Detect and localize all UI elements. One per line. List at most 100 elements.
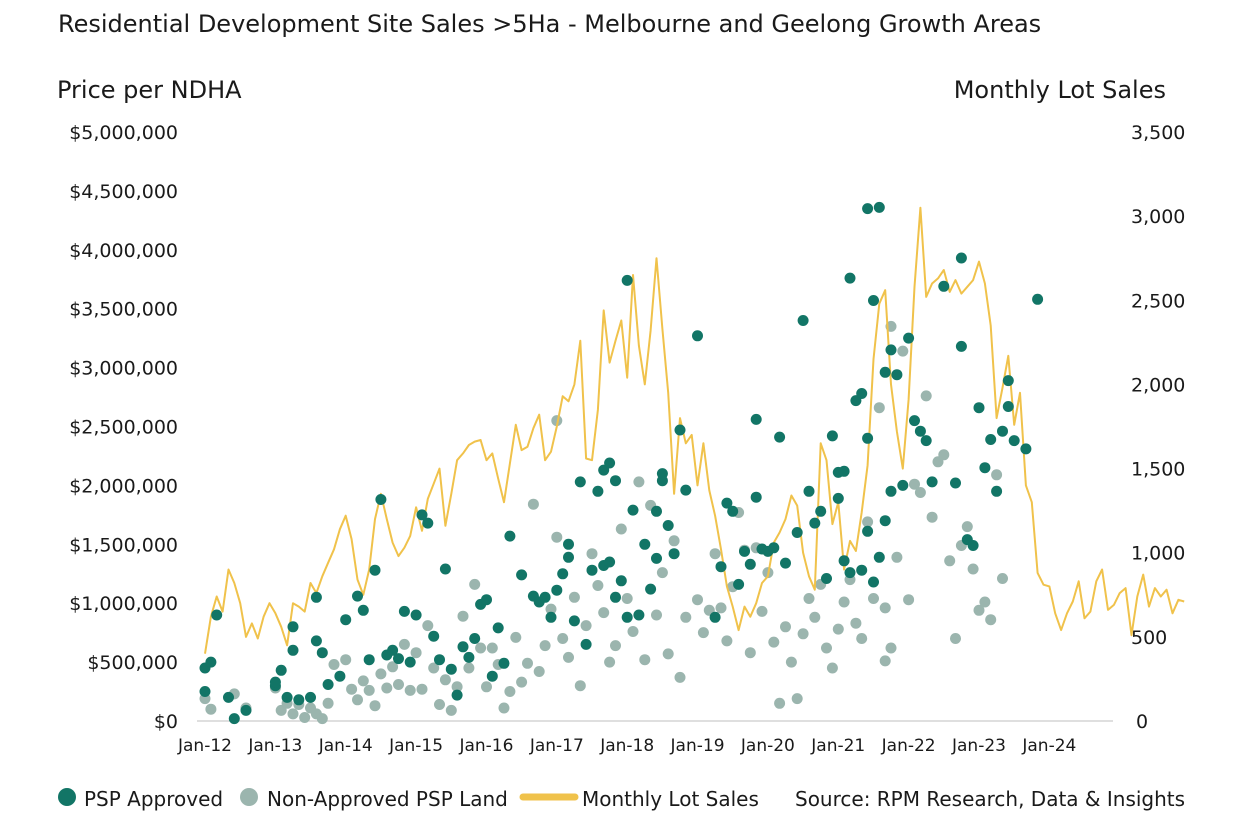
non-approved-psp-point [944, 555, 956, 567]
y-left-tick-label: $2,500,000 [69, 417, 178, 439]
psp-approved-point [645, 583, 657, 595]
psp-approved-point [862, 432, 874, 444]
non-approved-psp-point [475, 642, 487, 654]
psp-approved-point [662, 520, 674, 531]
y-left-tick-label: $0 [154, 711, 178, 733]
x-tick-label: Jan-22 [881, 736, 936, 756]
psp-approved-point [422, 517, 434, 529]
psp-approved-point [873, 551, 885, 563]
psp-approved-point [733, 578, 745, 590]
psp-approved-point [563, 538, 574, 550]
psp-approved-point [791, 527, 803, 538]
y-left-tick-label: $5,000,000 [69, 122, 178, 144]
y-left-axis-label: Price per NDHA [57, 76, 242, 104]
non-approved-psp-point [973, 604, 985, 616]
x-tick-label: Jan-19 [670, 736, 725, 756]
non-approved-psp-point [445, 704, 457, 716]
y-left-tick-label: $4,500,000 [69, 181, 178, 203]
psp-approved-point [838, 555, 850, 567]
psp-approved-point [457, 641, 469, 653]
psp-approved-point [416, 509, 428, 521]
non-approved-psp-point [668, 535, 680, 547]
psp-approved-point [287, 644, 299, 656]
legend-psp-marker [58, 788, 76, 806]
non-approved-psp-point [744, 647, 756, 659]
y-right-tick-label: 1,500 [1131, 459, 1185, 481]
non-approved-psp-point [586, 548, 598, 560]
non-approved-psp-point [610, 640, 621, 652]
non-approved-psp-point [598, 607, 610, 619]
psp-approved-point [604, 556, 616, 568]
psp-approved-point [844, 567, 856, 579]
non-approved-psp-point [504, 686, 516, 697]
psp-approved-point [856, 564, 868, 576]
non-approved-psp-point [404, 684, 416, 696]
x-tick-label: Jan-16 [458, 736, 513, 756]
psp-approved-point [205, 656, 217, 668]
psp-approved-point [856, 388, 868, 399]
y-right-tick-label: 0 [1136, 711, 1148, 733]
non-approved-psp-point [398, 638, 410, 650]
legend-psp-label: PSP Approved [84, 787, 223, 811]
non-approved-psp-point [914, 487, 926, 498]
psp-approved-point [985, 434, 997, 445]
x-tick-label: Jan-12 [177, 736, 232, 756]
psp-approved-point [914, 425, 926, 437]
psp-approved-point [592, 485, 604, 497]
psp-approved-point [627, 504, 639, 516]
non-approved-psp-point [322, 697, 334, 709]
non-approved-psp-point [780, 621, 791, 633]
non-approved-psp-point [522, 657, 533, 669]
non-approved-psp-point [680, 611, 692, 623]
psp-approved-point [310, 635, 322, 647]
psp-approved-point [428, 630, 440, 642]
psp-approved-point [568, 615, 580, 627]
non-approved-psp-point [539, 640, 551, 652]
psp-approved-point [621, 611, 633, 623]
psp-approved-point [997, 425, 1008, 437]
psp-approved-point [199, 686, 211, 697]
x-tick-label: Jan-14 [318, 736, 373, 756]
psp-approved-point [750, 413, 762, 425]
non-approved-psp-point [328, 659, 340, 670]
non-approved-psp-point [568, 591, 580, 603]
non-approved-psp-point [868, 593, 879, 604]
psp-approved-point [498, 657, 510, 669]
non-approved-psp-point [826, 662, 838, 674]
non-approved-psp-point [580, 620, 592, 632]
non-approved-psp-point [756, 605, 768, 617]
non-approved-psp-point [938, 449, 950, 461]
non-approved-psp-point [697, 627, 709, 639]
psp-approved-point [879, 515, 891, 527]
psp-approved-point [1020, 443, 1032, 455]
y-right-tick-label: 3,000 [1131, 206, 1185, 228]
psp-approved-point [903, 332, 915, 344]
chart-title: Residential Development Site Sales >5Ha … [58, 10, 1041, 38]
y-right-tick-label: 3,500 [1131, 122, 1185, 144]
y-left-tick-label: $3,500,000 [69, 299, 178, 321]
y-left-tick-label: $500,000 [87, 652, 178, 674]
psp-approved-point [1008, 435, 1020, 447]
psp-approved-point [979, 462, 991, 474]
non-approved-psp-point [287, 708, 299, 720]
x-tick-label: Jan-20 [740, 736, 795, 756]
psp-approved-point [955, 340, 967, 352]
psp-approved-point [967, 540, 979, 551]
psp-approved-point [310, 591, 322, 603]
psp-approved-point [610, 475, 621, 487]
non-approved-psp-point [551, 415, 563, 427]
non-approved-psp-point [205, 703, 217, 715]
psp-approved-point [305, 691, 316, 703]
psp-approved-point [574, 476, 586, 488]
psp-approved-point [387, 644, 399, 656]
psp-approved-point [275, 664, 287, 676]
non-approved-psp-point [651, 609, 662, 621]
psp-approved-point [844, 272, 856, 284]
psp-approved-point [797, 315, 809, 326]
psp-approved-point [1002, 401, 1014, 412]
non-approved-psp-point [299, 712, 311, 723]
psp-approved-point [651, 505, 662, 517]
psp-approved-point [340, 614, 352, 626]
non-approved-psp-point [410, 647, 422, 659]
psp-approved-point [481, 594, 492, 606]
